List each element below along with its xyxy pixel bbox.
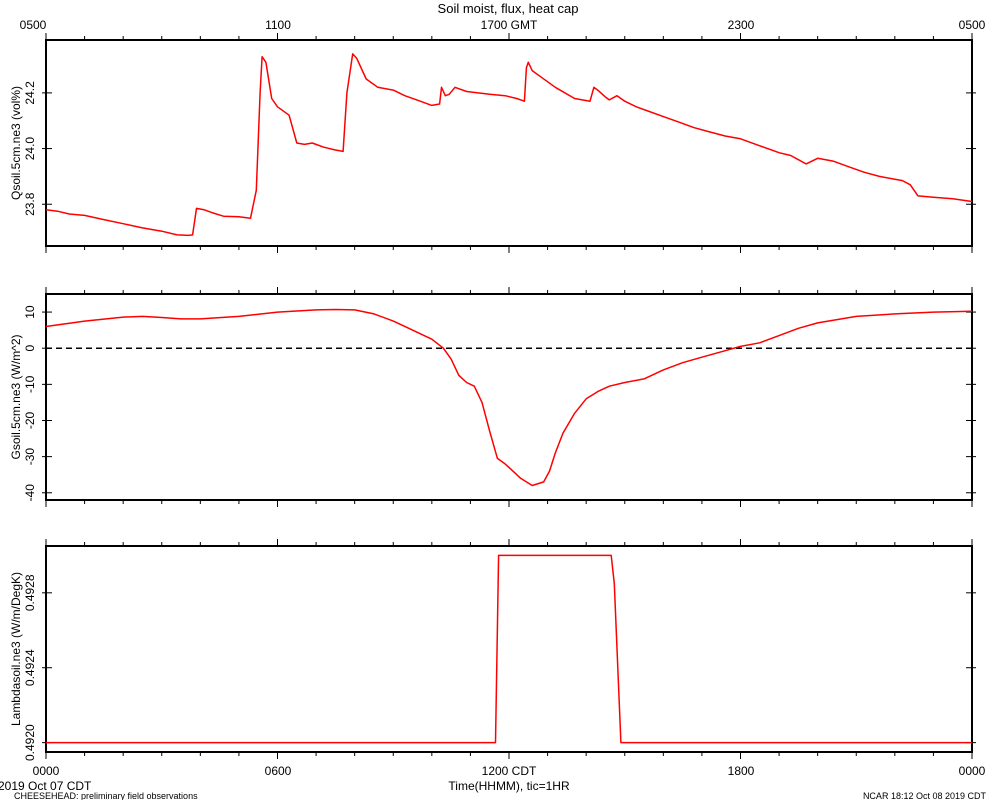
y-tick-label: 0.4920 bbox=[23, 724, 37, 761]
top-tick-label: 0500 bbox=[959, 18, 986, 32]
y-axis-label: Qsoil.5cm.ne3 (vol%) bbox=[9, 86, 23, 200]
plot-frame bbox=[45, 293, 973, 501]
bottom-tick-label: 0000 bbox=[33, 764, 60, 778]
date-label: 2019 Oct 07 CDT bbox=[0, 779, 92, 793]
bottom-axis-labels: 0000 0600 1200 CDT 1800 0000 bbox=[33, 764, 986, 778]
top-tick-label: 0500 bbox=[20, 18, 47, 32]
plot-frame bbox=[45, 545, 973, 753]
plot-frame bbox=[45, 39, 973, 247]
y-tick-label: 0 bbox=[23, 345, 37, 352]
y-axis-label: Gsoil.5cm.ne3 (W/m^2) bbox=[9, 335, 23, 460]
y-axis-label: Lambdasoil.ne3 (W/m/DegK) bbox=[9, 572, 23, 726]
series-line bbox=[46, 554, 972, 744]
top-tick-label: 1700 GMT bbox=[481, 18, 538, 32]
top-tick-label: 2300 bbox=[728, 18, 755, 32]
bottom-tick-label: 0000 bbox=[959, 764, 986, 778]
chart-title: Soil moist, flux, heat cap bbox=[438, 1, 579, 16]
soil-heat-flux-panel: -40 -30 -20 -10 0 10 Gsoil.5cm.ne3 (W/m^2) bbox=[9, 287, 976, 507]
series-line bbox=[45, 53, 973, 237]
top-tick-label: 1100 bbox=[265, 18, 291, 32]
y-tick-label: 0.4924 bbox=[23, 649, 37, 686]
project-label: CHEESEHEAD: preliminary field observatio… bbox=[14, 791, 198, 800]
y-tick-label: -20 bbox=[23, 411, 37, 429]
bottom-tick-label: 1200 CDT bbox=[482, 764, 537, 778]
y-tick-label: 24.2 bbox=[23, 81, 37, 105]
bottom-tick-label: 1800 bbox=[728, 764, 755, 778]
y-tick-label: 10 bbox=[23, 305, 37, 319]
y-tick-label: 23.8 bbox=[23, 192, 37, 216]
credit-label: NCAR 18:12 Oct 08 2019 CDT bbox=[863, 791, 987, 800]
bottom-tick-label: 0600 bbox=[265, 764, 292, 778]
top-axis-labels: 0500 1100 1700 GMT 2300 0500 bbox=[20, 18, 986, 32]
y-tick-label: 24.0 bbox=[23, 137, 37, 161]
y-tick-label: -30 bbox=[23, 448, 37, 466]
y-tick-label: -40 bbox=[23, 484, 37, 502]
x-axis-label: Time(HHMM), tic=1HR bbox=[448, 779, 570, 793]
y-tick-label: 0.4928 bbox=[23, 574, 37, 611]
y-tick-label: -10 bbox=[23, 375, 37, 393]
series-line bbox=[45, 308, 973, 487]
